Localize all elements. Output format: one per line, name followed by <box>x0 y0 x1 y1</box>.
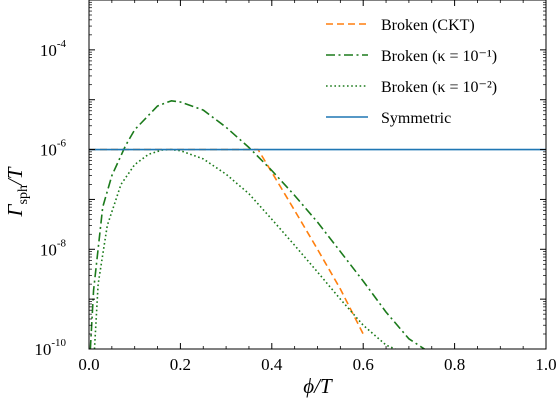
legend: Broken (CKT) Broken (κ = 10⁻¹) Broken (κ =… <box>326 17 497 127</box>
series-line-3 <box>93 148 396 349</box>
y-tick-label: 10-4 <box>40 38 67 60</box>
legend-label-1: Broken (CKT) <box>381 17 475 34</box>
legend-label-4: Symmetric <box>381 110 451 127</box>
y-tick-label: 10-10 <box>34 337 66 359</box>
legend-label-3: Broken (κ = 10⁻²) <box>381 79 497 96</box>
y-tick-label: 10-6 <box>40 138 67 160</box>
y-tick-label: 10-8 <box>40 237 67 259</box>
x-tick-label: 0.8 <box>444 355 465 374</box>
x-tick-label: 0.0 <box>78 355 99 374</box>
x-tick-label: 0.4 <box>261 355 283 374</box>
series-line-2 <box>89 100 426 349</box>
x-tick-label: 0.2 <box>170 355 191 374</box>
y-axis-title: Γsph/T <box>3 166 31 217</box>
x-tick-label: 1.0 <box>535 355 556 374</box>
x-axis-title: ϕ/T <box>303 374 333 398</box>
series-layer <box>89 100 546 349</box>
axes-layer: 0.0 0.2 0.4 0.6 0.8 1.0 10-10 10-8 10-6 10-4 <box>34 0 557 374</box>
svg-text:Γsph/T: Γsph/T <box>3 166 31 217</box>
series-line-1 <box>89 148 364 335</box>
legend-label-2: Broken (κ = 10⁻¹) <box>381 48 497 65</box>
x-tick-label: 0.6 <box>353 355 374 374</box>
